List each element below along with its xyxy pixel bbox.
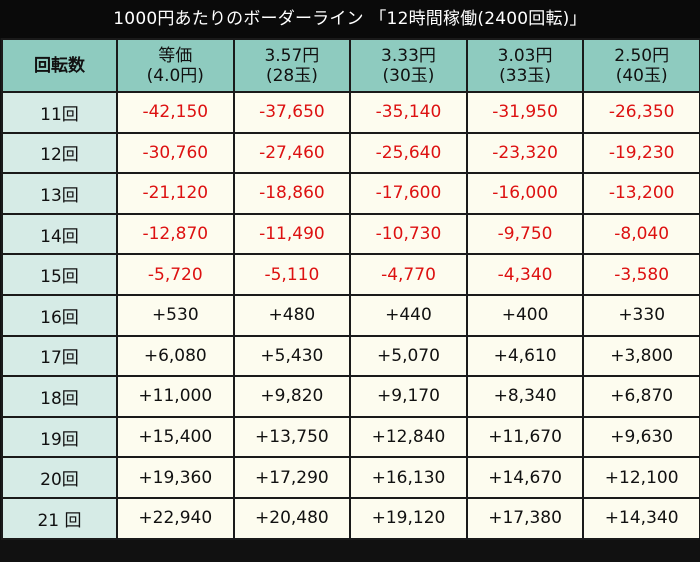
- corner-header-spin-count: 回転数: [1, 38, 118, 93]
- table-cell: -5,110: [232, 253, 352, 296]
- row-header: 17回: [1, 334, 118, 378]
- row-header: 13回: [1, 172, 118, 215]
- table-cell: -3,580: [582, 253, 700, 296]
- table-row: 15回 -5,720 -5,110 -4,770 -4,340 -3,580: [1, 253, 700, 296]
- table-cell: -27,460: [232, 131, 352, 175]
- table-cell: +440: [349, 293, 468, 337]
- row-header: 21 回: [1, 496, 118, 540]
- column-header-balls: (33玉): [499, 65, 552, 86]
- table-cell: +14,340: [582, 496, 700, 540]
- column-header-3-57yen: 3.57円 (28玉): [232, 38, 352, 93]
- table-title: 1000円あたりのボーダーライン 「12時間稼働(2400回転)」: [0, 0, 700, 38]
- table-cell: +17,290: [232, 456, 352, 499]
- table-cell: +9,630: [582, 415, 700, 459]
- table-cell: +9,170: [349, 375, 468, 418]
- table-cell: -26,350: [582, 91, 700, 134]
- table-cell: -17,600: [349, 172, 468, 215]
- table-cell: +400: [465, 293, 585, 337]
- table-cell: +11,670: [465, 415, 585, 459]
- column-header-rate: 3.03円: [497, 45, 553, 66]
- table-cell: +330: [582, 293, 700, 337]
- table-cell: -11,490: [232, 212, 352, 256]
- table-cell: -19,230: [582, 131, 700, 175]
- column-header-rate: 等価: [158, 45, 193, 66]
- table-cell: -13,200: [582, 172, 700, 215]
- table-cell: +6,080: [116, 334, 235, 378]
- table-row: 18回 +11,000 +9,820 +9,170 +8,340 +6,870: [1, 375, 700, 418]
- table-cell: +16,130: [349, 456, 468, 499]
- table-cell: -12,870: [116, 212, 235, 256]
- table-cell: -25,640: [349, 131, 468, 175]
- row-header: 12回: [1, 131, 118, 175]
- table-row: 16回 +530 +480 +440 +400 +330: [1, 293, 700, 337]
- table-row: 20回 +19,360 +17,290 +16,130 +14,670 +12,…: [1, 456, 700, 499]
- column-header-3-33yen: 3.33円 (30玉): [349, 38, 468, 93]
- row-header: 18回: [1, 375, 118, 418]
- column-header-rate: 3.57円: [264, 45, 320, 66]
- table-cell: -8,040: [582, 212, 700, 256]
- table-cell: -31,950: [465, 91, 585, 134]
- table-row: 17回 +6,080 +5,430 +5,070 +4,610 +3,800: [1, 334, 700, 378]
- table-cell: -30,760: [116, 131, 235, 175]
- column-header-2-50yen: 2.50円 (40玉): [582, 38, 700, 93]
- table-cell: -37,650: [232, 91, 352, 134]
- table-row: 14回 -12,870 -11,490 -10,730 -9,750 -8,04…: [1, 212, 700, 256]
- table-cell: +3,800: [582, 334, 700, 378]
- table-row: 19回 +15,400 +13,750 +12,840 +11,670 +9,6…: [1, 415, 700, 459]
- table-cell: -18,860: [232, 172, 352, 215]
- table-row: 11回 -42,150 -37,650 -35,140 -31,950 -26,…: [1, 91, 700, 134]
- row-header: 19回: [1, 415, 118, 459]
- table-cell: -5,720: [116, 253, 235, 296]
- table-cell: +5,430: [232, 334, 352, 378]
- table-cell: +11,000: [116, 375, 235, 418]
- table-cell: +480: [232, 293, 352, 337]
- header-row: 回転数 等価 (4.0円) 3.57円 (28玉) 3.33円 (30玉) 3.…: [1, 38, 700, 93]
- column-header-balls: (30玉): [382, 65, 435, 86]
- table-row: 12回 -30,760 -27,460 -25,640 -23,320 -19,…: [1, 131, 700, 175]
- table-cell: +19,120: [349, 496, 468, 540]
- column-header-balls: (28玉): [265, 65, 318, 86]
- table-cell: +19,360: [116, 456, 235, 499]
- table-cell: +6,870: [582, 375, 700, 418]
- border-line-table: 回転数 等価 (4.0円) 3.57円 (28玉) 3.33円 (30玉) 3.…: [1, 38, 700, 540]
- table-cell: -42,150: [116, 91, 235, 134]
- table-cell: +8,340: [465, 375, 585, 418]
- table-cell: +5,070: [349, 334, 468, 378]
- table-cell: +12,100: [582, 456, 700, 499]
- table-cell: -4,770: [349, 253, 468, 296]
- table-cell: -35,140: [349, 91, 468, 134]
- row-header: 16回: [1, 293, 118, 337]
- table-cell: +22,940: [116, 496, 235, 540]
- row-header: 11回: [1, 91, 118, 134]
- table-cell: -16,000: [465, 172, 585, 215]
- table-cell: +12,840: [349, 415, 468, 459]
- table-cell: +9,820: [232, 375, 352, 418]
- table-cell: +530: [116, 293, 235, 337]
- table-row: 21 回 +22,940 +20,480 +19,120 +17,380 +14…: [1, 496, 700, 540]
- table-cell: -21,120: [116, 172, 235, 215]
- column-header-3-03yen: 3.03円 (33玉): [465, 38, 585, 93]
- table-cell: +14,670: [465, 456, 585, 499]
- row-header: 20回: [1, 456, 118, 499]
- row-header: 14回: [1, 212, 118, 256]
- table-cell: -10,730: [349, 212, 468, 256]
- column-header-rate: 3.33円: [381, 45, 436, 66]
- column-header-balls: (40玉): [615, 65, 668, 86]
- table-cell: -23,320: [465, 131, 585, 175]
- table-cell: +20,480: [232, 496, 352, 540]
- table-cell: -4,340: [465, 253, 585, 296]
- column-header-4yen: 等価 (4.0円): [116, 38, 235, 93]
- table-cell: +15,400: [116, 415, 235, 459]
- table-cell: +17,380: [465, 496, 585, 540]
- row-header: 15回: [1, 253, 118, 296]
- column-header-balls: (4.0円): [146, 65, 204, 86]
- column-header-rate: 2.50円: [614, 45, 670, 66]
- table-cell: +4,610: [465, 334, 585, 378]
- table-cell: -9,750: [465, 212, 585, 256]
- table-row: 13回 -21,120 -18,860 -17,600 -16,000 -13,…: [1, 172, 700, 215]
- table-cell: +13,750: [232, 415, 352, 459]
